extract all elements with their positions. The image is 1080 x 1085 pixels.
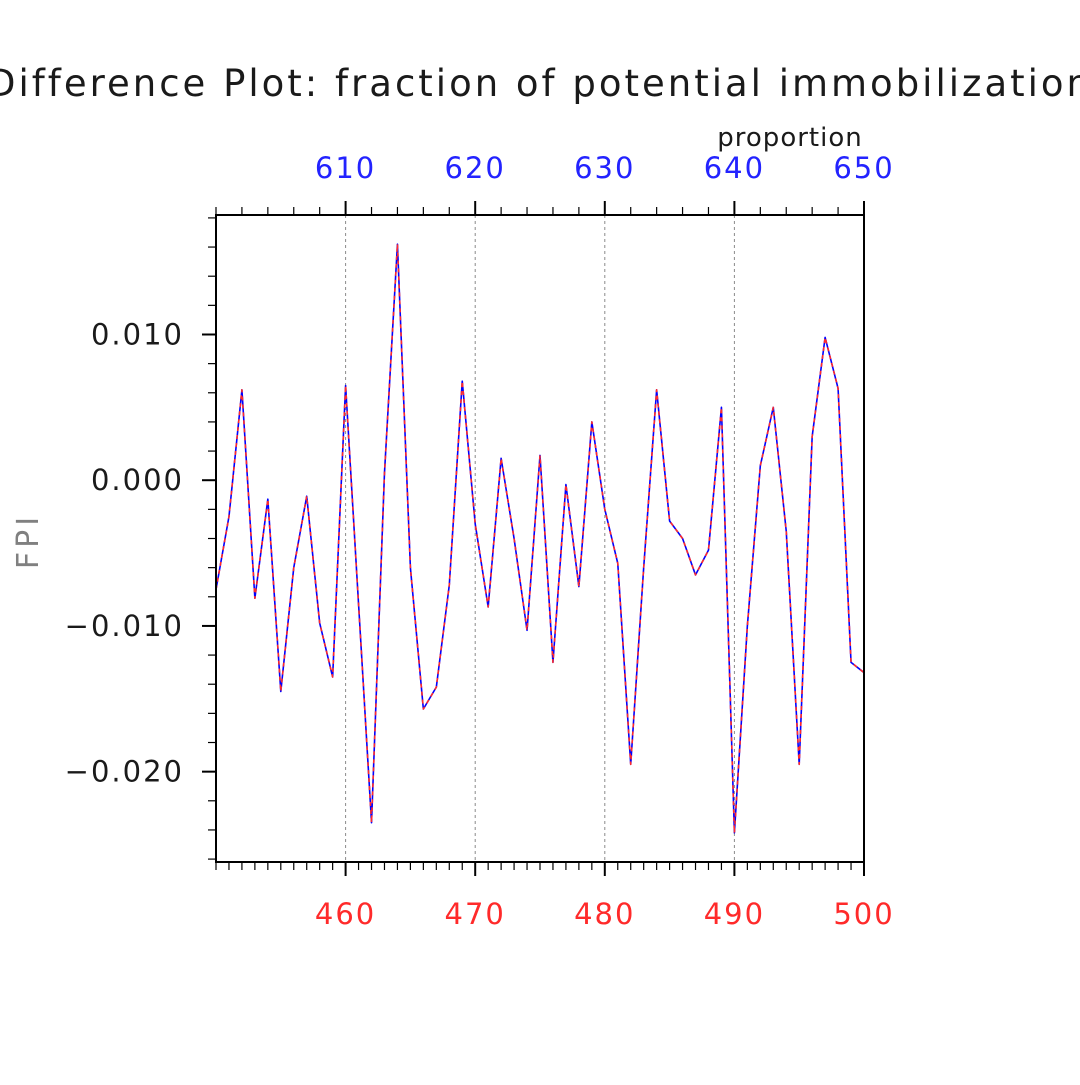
bottom-axis-tick-label: 480 — [574, 897, 635, 931]
axes — [202, 201, 865, 876]
y-axis-tick-label: −0.020 — [65, 755, 184, 789]
top-axis-tick-label: 650 — [833, 151, 894, 185]
bottom-axis-tick-label: 460 — [315, 897, 376, 931]
chart-title: Difference Plot: fraction of potential i… — [0, 62, 1080, 105]
tick-labels: 460 470 480 490 500 610 620 630 640 650 −0.020 −0.0… — [65, 151, 894, 931]
y-axis-tick-label: 0.000 — [91, 463, 184, 497]
series-lines — [215, 243, 865, 834]
y-axis-label: FPI — [11, 513, 46, 569]
y-axis-tick-label: −0.010 — [65, 609, 184, 643]
y-axis-tick-label: 0.010 — [91, 317, 184, 351]
top-axis-tick-label: 640 — [704, 151, 765, 185]
series-line-2 — [215, 243, 865, 834]
top-axis-tick-label: 620 — [445, 151, 506, 185]
bottom-axis-tick-label: 490 — [704, 897, 765, 931]
top-axis-unit-label: proportion — [717, 123, 862, 153]
top-axis-tick-label: 610 — [315, 151, 376, 185]
top-axis-tick-label: 630 — [574, 151, 635, 185]
bottom-axis-tick-label: 470 — [445, 897, 506, 931]
bottom-axis-tick-label: 500 — [833, 897, 894, 931]
